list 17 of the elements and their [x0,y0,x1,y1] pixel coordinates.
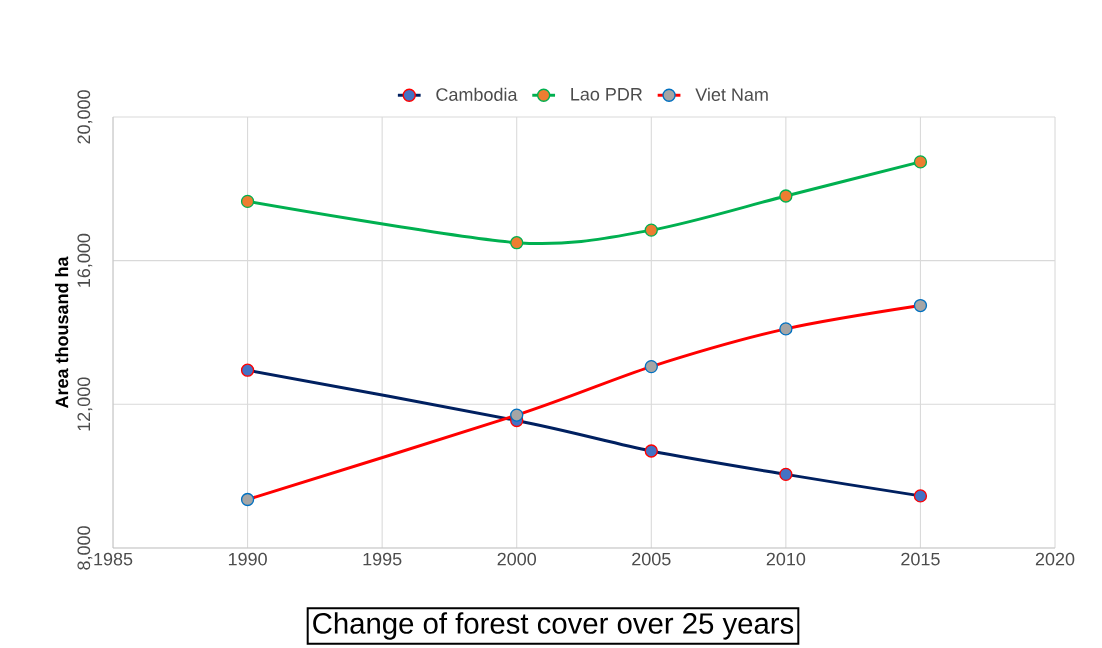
x-tick-label: 2015 [901,552,940,566]
y-tick-label: 8,000 [77,526,93,570]
legend-label: Viet Nam [695,87,768,101]
x-tick-label: 2005 [632,552,671,566]
legend-label: Cambodia [436,87,518,101]
y-axis-title: Area thousand ha [55,256,69,409]
x-tick-label: 2020 [1035,552,1075,566]
x-tick-label: 2000 [497,552,537,566]
x-tick-label: 1990 [228,552,267,566]
y-tick-label: 20,000 [77,90,93,144]
text: Change of forest cover over 25 years [313,612,794,640]
legend-label: Lao PDR [571,88,643,101]
x-tick-label: 1995 [363,552,402,566]
y-tick-label: 16,000 [77,233,93,287]
x-tick-label: 2010 [766,552,806,566]
x-tick-label: 1985 [94,552,133,566]
y-tick-label: 12,000 [77,377,93,431]
